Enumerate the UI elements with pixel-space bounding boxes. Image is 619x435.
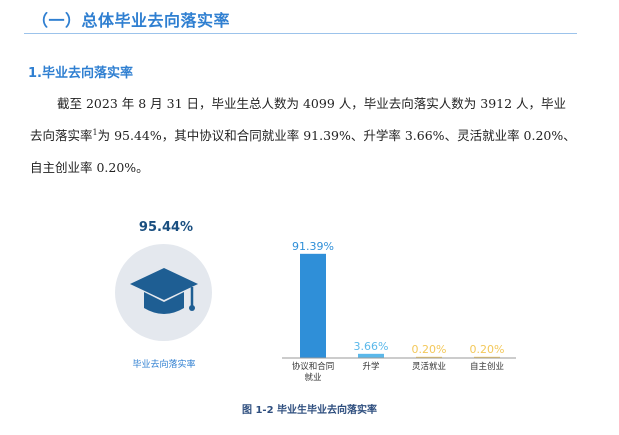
bar-2 <box>358 353 384 358</box>
paragraph-line-3: 自主创业率 0.20%。 <box>30 160 149 175</box>
category-label-3: 灵活就业 <box>412 361 446 372</box>
figure-caption: 图 1-2 毕业生毕业去向落实率 <box>241 405 378 416</box>
category-label-1-1: 协议和合同 <box>292 361 335 372</box>
subsection-title: 1.毕业去向落实率 <box>28 66 133 81</box>
category-label-2: 升学 <box>362 361 380 372</box>
overall-rate-label: 毕业去向落实率 <box>132 360 196 370</box>
summary-paragraph: 截至 2023 年 8 月 31 日，毕业生总人数为 4099 人，毕业去向落实… <box>30 88 596 184</box>
bar-value-label-2: 3.66% <box>354 340 389 353</box>
rate-breakdown-chart: 91.39% 协议和合同就业 3.66% 升学 0.20% 灵活就业 0.20% 自主创业 <box>282 240 516 382</box>
category-label-4: 自主创业 <box>470 361 504 372</box>
paragraph-line-2: 去向落实率1为 95.44%，其中协议和合同就业率 91.39%、升学率 3.6… <box>30 120 596 152</box>
graduation-cap-icon <box>130 268 198 314</box>
bar-4 <box>474 356 500 358</box>
section-title: （一）总体毕业去向落实率 <box>32 11 231 30</box>
paragraph-line-2-rest: 为 95.44%，其中协议和合同就业率 91.39%、升学率 3.66%、灵活就… <box>97 128 576 143</box>
bar-value-label-3: 0.20% <box>412 343 447 356</box>
bar-3 <box>416 356 442 358</box>
overall-rate-value: 95.44% <box>138 220 194 235</box>
title-divider <box>24 33 577 34</box>
footnote-marker: 1 <box>92 127 98 137</box>
bar-value-label-1: 91.39% <box>292 240 334 253</box>
bar-value-label-4: 0.20% <box>470 343 505 356</box>
paragraph-line-1: 截至 2023 年 8 月 31 日，毕业生总人数为 4099 人，毕业去向落实… <box>57 96 567 111</box>
paragraph-line-2-start: 去向落实率 <box>30 128 93 143</box>
bar-1 <box>300 253 326 358</box>
category-label-1-2: 就业 <box>304 372 321 382</box>
